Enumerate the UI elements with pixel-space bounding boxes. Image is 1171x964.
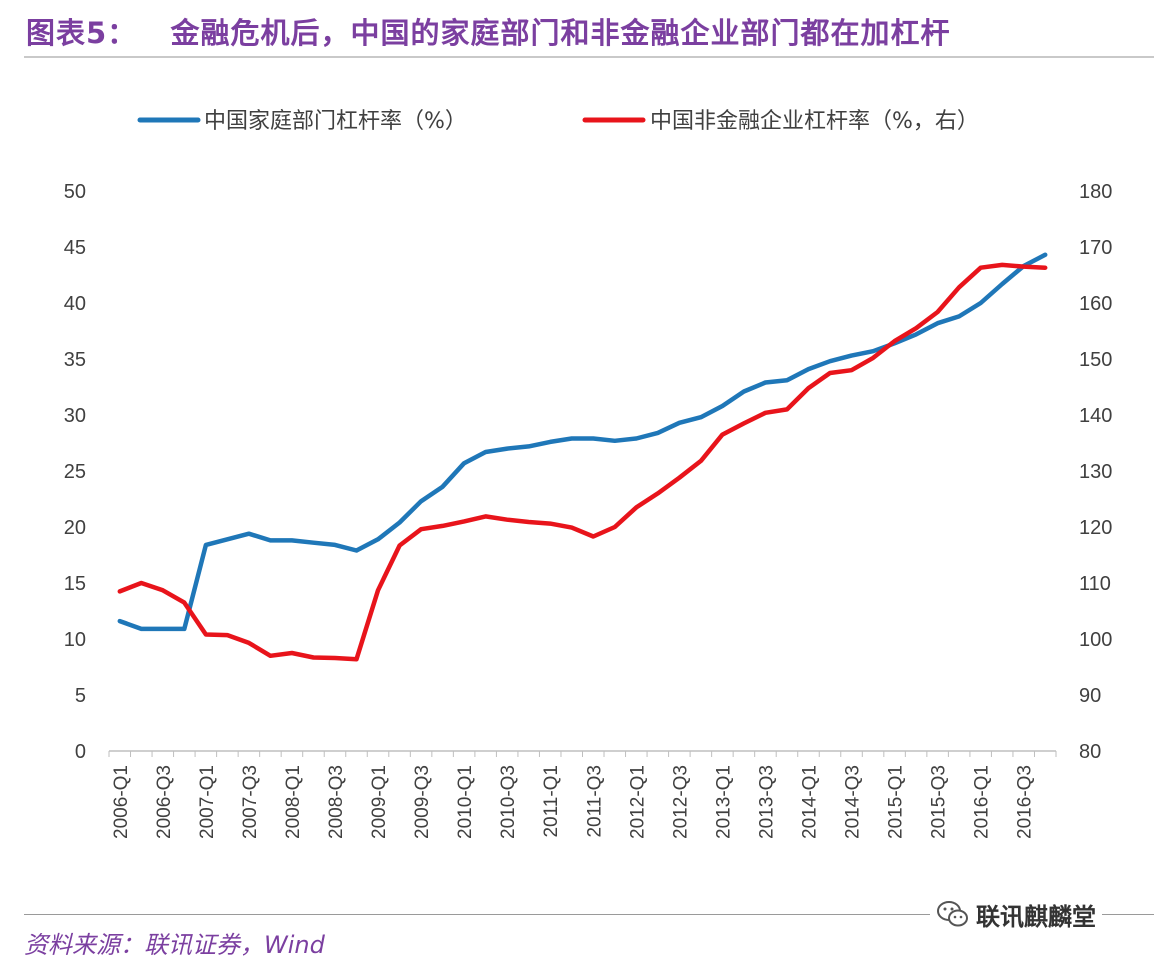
corporate-leverage-line <box>117 262 1048 662</box>
x-tick-label: 2015-Q1 <box>886 765 907 839</box>
figure-title: 图表5： 金融危机后，中国的家庭部门和非金融企业部门都在加杠杆 <box>26 16 951 50</box>
household-leverage-line <box>117 252 1048 632</box>
y-right-tick-label: 180 <box>1079 181 1112 203</box>
y-left-tick-label: 5 <box>75 685 86 707</box>
x-tick-label: 2008-Q1 <box>283 765 304 839</box>
y-left-tick-label: 10 <box>64 629 86 651</box>
x-tick-label: 2016-Q3 <box>1015 765 1036 839</box>
y-left-tick-label: 0 <box>75 741 86 763</box>
source-note: 资料来源：联讯证券，Wind <box>24 931 325 959</box>
legend-label-household: 中国家庭部门杠杆率（%） <box>204 109 467 134</box>
x-tick-label: 2013-Q3 <box>756 765 777 839</box>
y-right-tick-label: 160 <box>1079 293 1112 315</box>
y-left-tick-label: 25 <box>64 461 86 483</box>
x-tick-label: 2007-Q3 <box>240 765 261 839</box>
y-left-tick-label: 30 <box>64 405 86 427</box>
source-divider <box>24 914 1154 915</box>
y-right-tick-label: 150 <box>1079 349 1112 371</box>
wechat-icon <box>937 901 968 927</box>
x-tick-label: 2012-Q3 <box>670 765 691 839</box>
x-tick-label: 2006-Q3 <box>154 765 175 839</box>
title-divider <box>24 56 1154 58</box>
y-right-tick-label: 90 <box>1079 685 1101 707</box>
watermark-text: 联讯麒麟堂 <box>976 902 1096 931</box>
x-tick-label: 2010-Q3 <box>498 765 519 839</box>
y-right-tick-label: 110 <box>1079 573 1111 595</box>
y-right-tick-label: 80 <box>1079 741 1101 763</box>
x-tick-label: 2013-Q1 <box>713 765 734 839</box>
x-tick-label: 2015-Q3 <box>929 765 950 839</box>
right-y-axis: 80 90 100 110 120 130 140 150 160 170 180 <box>1079 181 1112 763</box>
plot-area <box>117 252 1048 662</box>
x-tick-label: 2006-Q1 <box>111 765 132 839</box>
line-chart: 中国家庭部门杠杆率（%） 中国非金融企业杠杆率（%，右） 0 5 10 15 20 25 30… <box>64 109 1113 839</box>
y-right-tick-label: 130 <box>1079 461 1112 483</box>
x-tick-label: 2009-Q1 <box>369 765 390 839</box>
x-tick-label: 2016-Q1 <box>972 765 993 839</box>
x-tick-label: 2007-Q1 <box>197 765 218 839</box>
x-tick-label: 2014-Q3 <box>843 765 864 839</box>
y-left-tick-label: 40 <box>64 293 86 315</box>
x-tick-label: 2012-Q1 <box>627 765 648 839</box>
legend-label-corporate: 中国非金融企业杠杆率（%，右） <box>650 109 979 134</box>
y-right-tick-label: 100 <box>1079 629 1112 651</box>
y-right-tick-label: 140 <box>1079 405 1112 427</box>
x-tick-label: 2008-Q3 <box>326 765 347 839</box>
x-tick-label: 2011-Q1 <box>541 765 562 838</box>
y-right-tick-label: 120 <box>1079 517 1112 539</box>
chart-legend: 中国家庭部门杠杆率（%） 中国非金融企业杠杆率（%，右） <box>137 109 979 134</box>
x-axis: 2006-Q1 2006-Q3 2007-Q1 2007-Q3 2008-Q1 2008-… <box>108 750 1057 839</box>
y-left-tick-label: 45 <box>64 237 86 259</box>
x-tick-label: 2014-Q1 <box>799 765 820 839</box>
watermark: 联讯麒麟堂 <box>930 896 1102 932</box>
y-right-tick-label: 170 <box>1079 237 1112 259</box>
x-tick-label: 2010-Q1 <box>455 765 476 839</box>
x-tick-label: 2009-Q3 <box>412 765 433 839</box>
x-tick-label: 2011-Q3 <box>584 765 605 838</box>
y-left-tick-label: 35 <box>64 349 86 371</box>
left-y-axis: 0 5 10 15 20 25 30 35 40 45 50 <box>64 181 86 763</box>
y-left-tick-label: 50 <box>64 181 86 203</box>
y-left-tick-label: 20 <box>64 517 86 539</box>
y-left-tick-label: 15 <box>64 573 86 595</box>
